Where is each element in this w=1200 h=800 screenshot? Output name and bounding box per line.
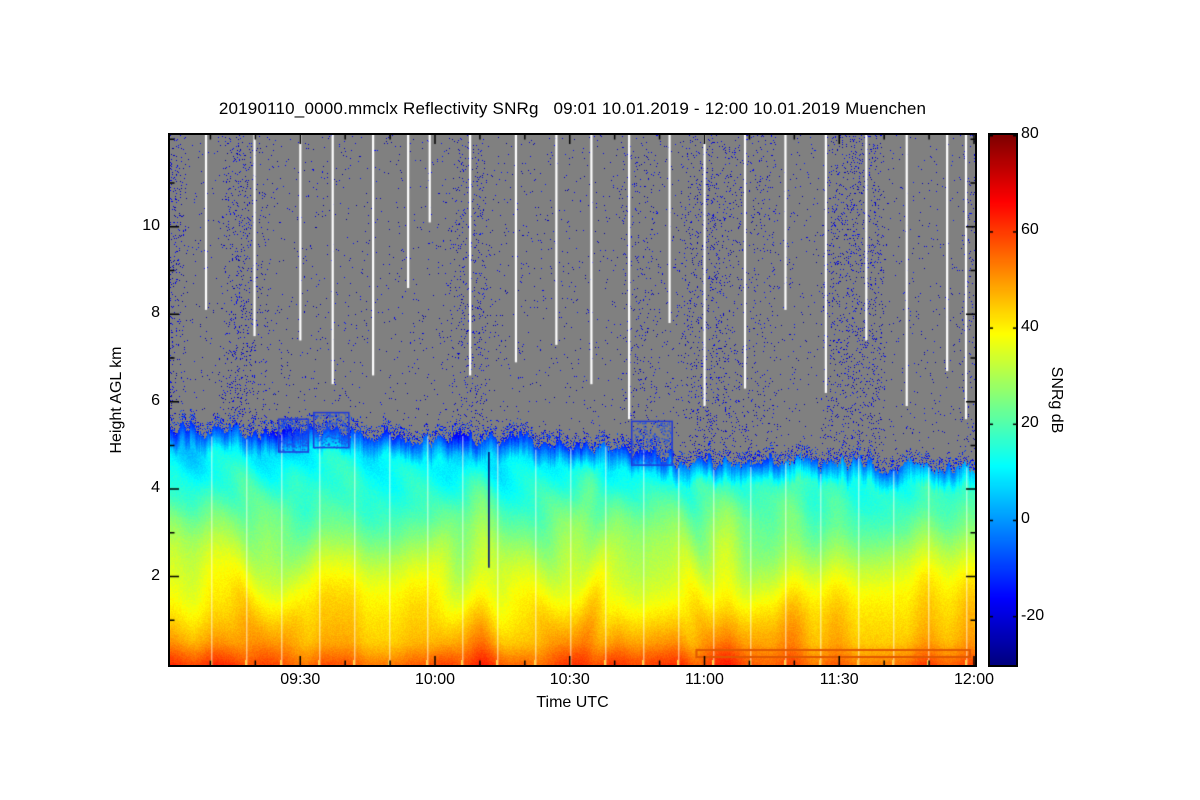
y-tick-label: 4 (151, 479, 160, 497)
x-tick-label: 11:00 (685, 671, 724, 688)
plot-title: 20190110_0000.mmclx Reflectivity SNRg 09… (218, 99, 927, 118)
x-tick-label: 09:30 (280, 671, 321, 688)
colorbar-label: SNRg dB (1048, 366, 1065, 434)
colorbar-canvas (990, 135, 1016, 665)
colorbar (988, 133, 1018, 667)
y-tick-label: 10 (142, 216, 160, 234)
x-tick-label: 11:30 (819, 671, 859, 688)
colorbar-tick-label: 60 (1021, 221, 1039, 239)
heatmap-canvas (170, 135, 975, 665)
y-tick-label: 8 (151, 304, 160, 322)
x-tick-label: 12:00 (953, 671, 995, 688)
colorbar-tick-label: -20 (1021, 606, 1045, 624)
colorbar-tick-label: 40 (1021, 317, 1039, 335)
colorbar-tick-label: 0 (1021, 510, 1030, 528)
y-tick-label: 6 (151, 391, 160, 409)
colorbar-tick-label: 80 (1021, 125, 1039, 142)
x-axis-label: Time UTC (536, 694, 609, 711)
x-tick-label: 10:30 (549, 671, 590, 688)
y-tick-label: 2 (151, 566, 160, 584)
plot-area (168, 133, 977, 667)
x-tick-label: 10:00 (414, 671, 455, 688)
colorbar-tick-label: 20 (1021, 414, 1039, 432)
